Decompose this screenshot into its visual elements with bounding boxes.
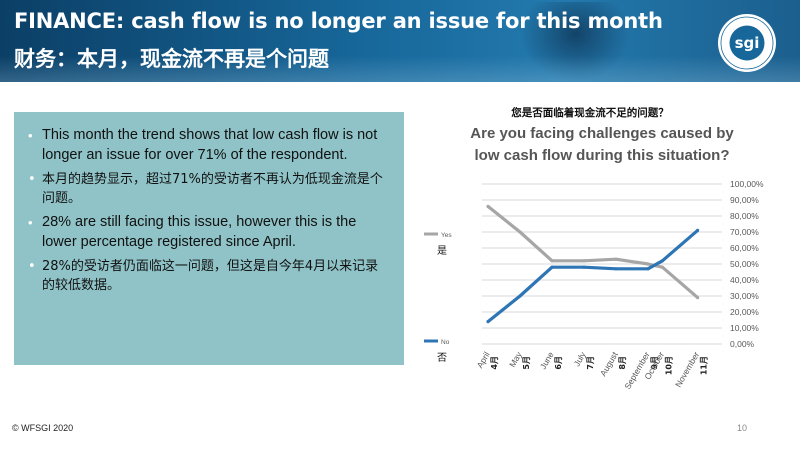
- page-title: FINANCE: cash flow is no longer an issue…: [14, 9, 663, 33]
- bullet-en-2: 28% are still facing this issue, however…: [28, 213, 390, 252]
- series-line-yes: [487, 205, 699, 299]
- data-point: [646, 267, 650, 271]
- series-line-no: [487, 229, 699, 323]
- x-tick-label: August: [598, 349, 620, 377]
- cash-flow-line-chart: 您是否面临着现金流不足的问题？ Are you facing challenge…: [424, 106, 764, 391]
- legend-label-zh: 是: [437, 245, 447, 257]
- bullet-zh-1: 本月的趋势显示，超过71%的受访者不再认为低现金流是个问题。: [28, 170, 390, 208]
- data-point: [550, 265, 554, 269]
- copyright: © WFSGI 2020: [12, 423, 74, 433]
- y-tick-label: 100,00%: [730, 179, 764, 189]
- chart-series: [486, 204, 700, 324]
- data-point: [582, 259, 586, 263]
- bullet-zh-2: 28%的受访者仍面临这一问题，但这是自今年4月以来记录的较低数据。: [28, 257, 390, 295]
- runner-photo: [520, 2, 630, 82]
- header-banner: FINANCE: cash flow is no longer an issue…: [0, 0, 800, 82]
- legend-label: No: [441, 339, 450, 346]
- data-point: [518, 294, 522, 298]
- bullet-en-1: This month the trend shows that low cash…: [28, 126, 390, 165]
- summary-panel: This month the trend shows that low cash…: [14, 112, 404, 365]
- data-point: [646, 262, 650, 266]
- logo-text: sgi: [735, 34, 760, 52]
- x-tick-label-zh: 4月: [490, 356, 499, 370]
- x-tick-label-zh: 6月: [554, 356, 563, 370]
- data-point: [518, 230, 522, 234]
- y-tick-label: 10,00%: [730, 323, 759, 333]
- y-tick-label: 30,00%: [730, 291, 759, 301]
- y-axis-labels: 0,00% 10,00% 20,00% 30,00% 40,00% 50,00% 60,00…: [730, 179, 764, 349]
- data-point: [582, 265, 586, 269]
- y-tick-label: 70,00%: [730, 227, 759, 237]
- wfsgi-logo: sgi: [718, 14, 776, 72]
- y-tick-label: 0,00%: [730, 339, 755, 349]
- legend-label-zh: 否: [437, 352, 447, 364]
- chart-title-zh: 您是否面临着现金流不足的问题？: [511, 106, 669, 119]
- data-point: [486, 320, 490, 324]
- y-tick-label: 80,00%: [730, 211, 759, 221]
- data-point: [486, 204, 490, 208]
- data-point: [660, 265, 664, 269]
- chart-gridlines: [482, 183, 722, 345]
- data-point: [614, 257, 618, 261]
- chart-legend: Yes 是 No 否: [424, 232, 452, 364]
- data-point: [614, 267, 618, 271]
- y-tick-label: 60,00%: [730, 243, 759, 253]
- chart-title-line-1: Are you facing challenges caused by: [470, 125, 734, 142]
- x-tick-label-zh: 10月: [664, 356, 673, 375]
- y-tick-label: 20,00%: [730, 307, 759, 317]
- track-lane: [0, 56, 800, 82]
- legend-label: Yes: [441, 232, 452, 239]
- summary-list: This month the trend shows that low cash…: [14, 112, 404, 295]
- data-point: [696, 296, 700, 300]
- y-tick-label: 40,00%: [730, 275, 759, 285]
- x-tick-label-zh: 11月: [700, 356, 709, 375]
- chart-title-line-2: low cash flow during this situation?: [475, 147, 730, 164]
- data-point: [660, 259, 664, 263]
- x-tick-label-zh: 7月: [586, 356, 595, 370]
- page-number: 10: [737, 423, 748, 433]
- data-point: [550, 259, 554, 263]
- x-tick-label-zh: 5月: [522, 356, 531, 370]
- x-tick-label: November: [673, 350, 701, 389]
- x-tick-label-zh: 8月: [618, 356, 627, 370]
- y-tick-label: 90,00%: [730, 195, 759, 205]
- y-tick-label: 50,00%: [730, 259, 759, 269]
- x-tick-label-zh: 9月: [650, 356, 659, 370]
- page-title-zh: 财务：本月，现金流不再是个问题: [14, 47, 329, 71]
- data-point: [696, 228, 700, 232]
